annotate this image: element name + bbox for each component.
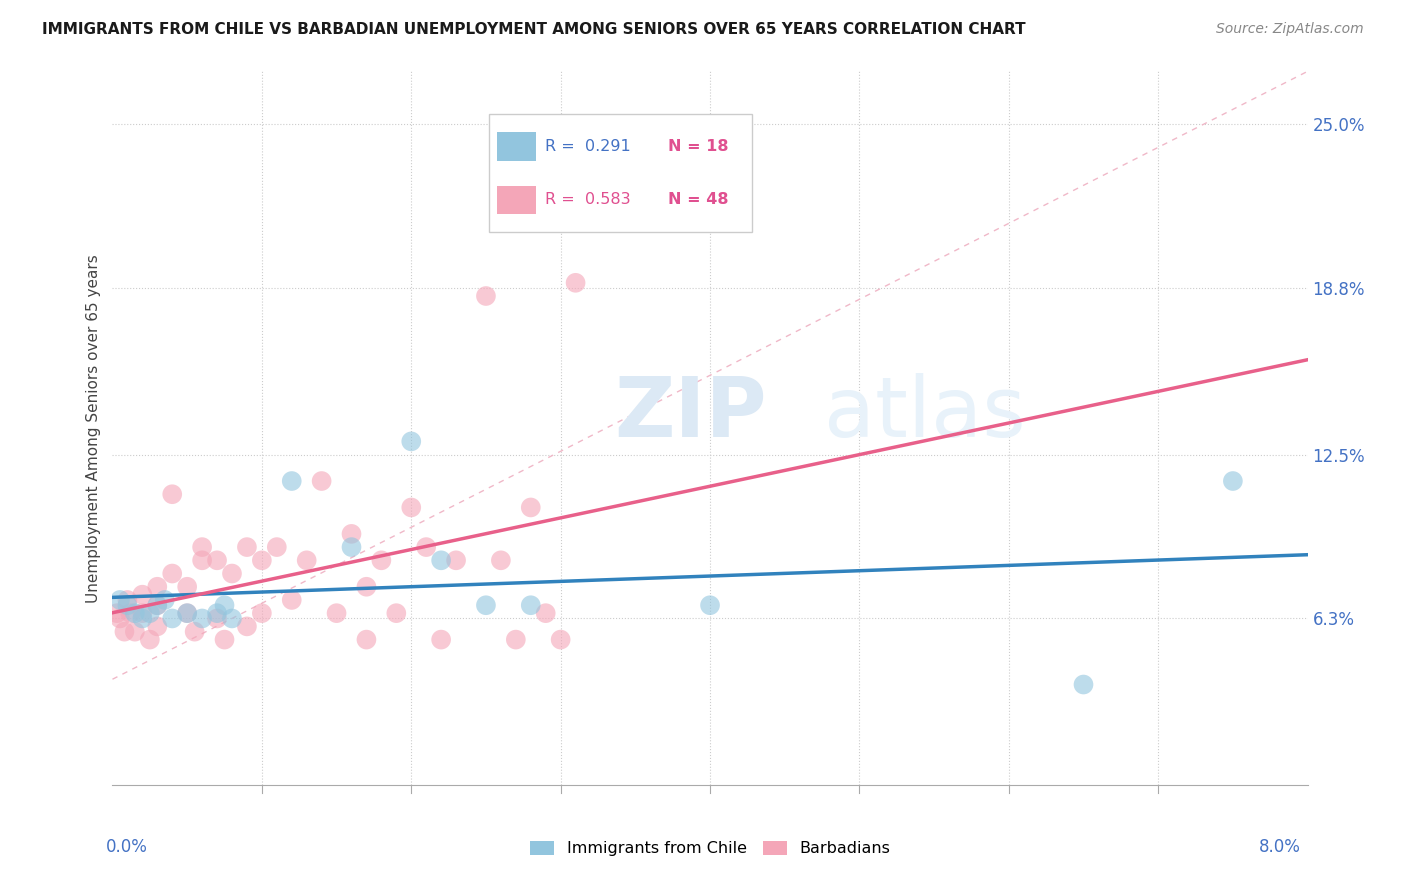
Point xyxy=(311,474,333,488)
Point xyxy=(430,632,453,647)
Y-axis label: Unemployment Among Seniors over 65 years: Unemployment Among Seniors over 65 years xyxy=(86,254,101,602)
Point xyxy=(191,540,214,554)
Point xyxy=(221,566,243,581)
Text: 0.0%: 0.0% xyxy=(105,838,148,856)
Point xyxy=(236,619,259,633)
Point xyxy=(108,593,131,607)
Point xyxy=(505,632,527,647)
Point xyxy=(146,580,169,594)
Point xyxy=(325,606,347,620)
Point xyxy=(105,606,128,620)
Text: R =  0.583: R = 0.583 xyxy=(546,193,631,207)
Point xyxy=(124,606,146,620)
Point xyxy=(120,606,142,620)
Point xyxy=(214,632,236,647)
Point xyxy=(146,599,169,613)
Point xyxy=(153,593,176,607)
Point xyxy=(183,624,205,639)
Point xyxy=(221,611,243,625)
Point xyxy=(236,540,259,554)
FancyBboxPatch shape xyxy=(498,186,536,214)
Point xyxy=(117,599,139,613)
FancyBboxPatch shape xyxy=(498,132,536,161)
Point xyxy=(401,434,423,449)
Point xyxy=(475,599,498,613)
Point xyxy=(385,606,408,620)
Point xyxy=(117,593,139,607)
Point xyxy=(214,599,236,613)
Point xyxy=(1222,474,1244,488)
Point xyxy=(520,599,543,613)
Text: Source: ZipAtlas.com: Source: ZipAtlas.com xyxy=(1216,22,1364,37)
Legend: Immigrants from Chile, Barbadians: Immigrants from Chile, Barbadians xyxy=(523,834,897,863)
Point xyxy=(295,553,318,567)
Text: 8.0%: 8.0% xyxy=(1258,838,1301,856)
Text: IMMIGRANTS FROM CHILE VS BARBADIAN UNEMPLOYMENT AMONG SENIORS OVER 65 YEARS CORR: IMMIGRANTS FROM CHILE VS BARBADIAN UNEMP… xyxy=(42,22,1026,37)
Point xyxy=(131,611,153,625)
Point xyxy=(176,606,198,620)
Point xyxy=(250,553,273,567)
Point xyxy=(534,606,557,620)
Point xyxy=(162,611,183,625)
Point xyxy=(340,540,363,554)
Point xyxy=(205,553,228,567)
Text: R =  0.291: R = 0.291 xyxy=(546,139,631,153)
Point xyxy=(176,606,198,620)
Point xyxy=(444,553,467,567)
Text: atlas: atlas xyxy=(824,374,1025,454)
Point xyxy=(550,632,572,647)
Text: N = 48: N = 48 xyxy=(668,193,728,207)
Point xyxy=(356,580,378,594)
Point xyxy=(250,606,273,620)
Point xyxy=(281,474,304,488)
Point xyxy=(415,540,437,554)
Point xyxy=(205,611,228,625)
Point xyxy=(356,632,378,647)
Point xyxy=(139,632,162,647)
Point xyxy=(475,289,498,303)
Point xyxy=(564,276,586,290)
Point xyxy=(191,611,214,625)
Point xyxy=(108,611,131,625)
Point xyxy=(146,599,169,613)
Point xyxy=(401,500,423,515)
Point xyxy=(699,599,721,613)
Text: ZIP: ZIP xyxy=(614,374,766,454)
Point xyxy=(430,553,453,567)
Text: N = 18: N = 18 xyxy=(668,139,728,153)
Point xyxy=(489,553,512,567)
Point xyxy=(1073,677,1095,691)
Point xyxy=(131,588,153,602)
Point xyxy=(162,566,183,581)
Point xyxy=(131,606,153,620)
Point xyxy=(191,553,214,567)
Point xyxy=(139,606,162,620)
Point xyxy=(370,553,392,567)
Point xyxy=(281,593,304,607)
Point xyxy=(266,540,288,554)
Point xyxy=(162,487,183,501)
FancyBboxPatch shape xyxy=(489,114,752,232)
Point xyxy=(124,624,146,639)
Point xyxy=(520,500,543,515)
Point xyxy=(146,619,169,633)
Point xyxy=(205,606,228,620)
Point xyxy=(340,527,363,541)
Point xyxy=(176,580,198,594)
Point xyxy=(114,624,135,639)
